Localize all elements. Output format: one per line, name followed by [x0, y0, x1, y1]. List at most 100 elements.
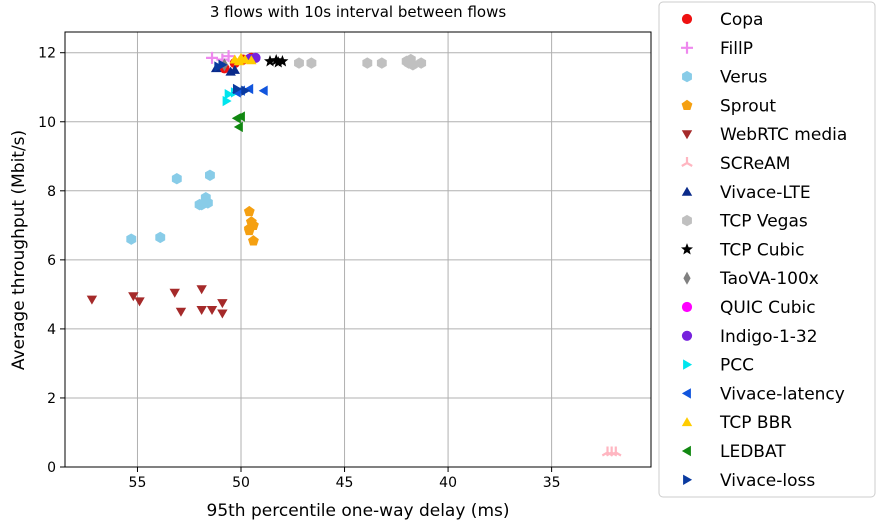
legend-box	[658, 1, 876, 498]
legend-label: TaoVA-100x	[719, 269, 819, 289]
data-point	[248, 235, 259, 246]
y-tick-label: 6	[47, 253, 56, 269]
legend-label: Vivace-latency	[720, 384, 845, 404]
data-point	[246, 55, 257, 65]
data-point	[222, 50, 235, 63]
y-tick-label: 10	[38, 115, 56, 131]
legend-marker	[681, 130, 693, 140]
data-point	[86, 295, 98, 305]
legend-marker	[681, 13, 693, 25]
data-point	[407, 59, 418, 71]
data-point	[218, 59, 228, 70]
series-webrtc-media	[86, 285, 228, 319]
legend-label: Vivace-loss	[720, 471, 815, 491]
legend-item-tcp-vegas: TCP Vegas	[682, 212, 808, 232]
data-point	[194, 198, 205, 211]
data-points	[86, 50, 622, 457]
data-point	[610, 446, 622, 457]
series-scream	[601, 446, 622, 457]
data-point	[224, 88, 234, 100]
data-point	[200, 192, 211, 204]
legend-label: Indigo-1-32	[720, 327, 818, 347]
data-point	[233, 56, 245, 66]
legend-marker	[683, 359, 693, 370]
y-tick-label: 8	[47, 184, 56, 200]
legend-label: Vivace-LTE	[720, 183, 811, 203]
data-point	[217, 299, 228, 309]
data-point	[232, 83, 242, 95]
data-point	[126, 233, 137, 245]
data-point	[175, 307, 187, 317]
series-vivace-loss	[214, 59, 251, 96]
grid	[65, 32, 651, 468]
plot-area	[64, 31, 652, 468]
legend-label: FillP	[720, 39, 753, 59]
legend-marker	[681, 186, 693, 196]
data-point	[217, 309, 228, 319]
data-point	[362, 57, 373, 69]
legend-item-indigo-1-32: Indigo-1-32	[681, 327, 818, 347]
legend-marker	[681, 330, 693, 341]
legend-item-taova-100x: TaoVA-100x	[683, 269, 819, 289]
legend-item-vivace-latency: Vivace-latency	[681, 384, 845, 404]
legend-item-quic-cubic: QUIC Cubic	[681, 298, 816, 318]
legend-label: QUIC Cubic	[720, 298, 816, 318]
legend-marker	[681, 243, 693, 255]
legend-marker	[682, 70, 692, 83]
x-tick-label: 40	[439, 475, 457, 491]
data-point	[205, 169, 215, 181]
data-point	[243, 224, 255, 236]
series-tcp-vegas	[294, 53, 427, 71]
x-tick-label: 35	[543, 475, 561, 491]
legend-label: Copa	[720, 10, 763, 30]
legend-item-webrtc-media: WebRTC media	[681, 125, 847, 145]
data-point	[244, 83, 254, 95]
data-point	[233, 121, 243, 133]
legend-marker	[681, 417, 693, 427]
chart-title: 3 flows with 10s interval between flows	[210, 3, 507, 21]
data-point	[270, 54, 283, 66]
legend-item-vivace-lte: Vivace-LTE	[681, 183, 811, 203]
data-point	[272, 56, 285, 68]
legend-item-tcp-cubic: TCP Cubic	[681, 240, 804, 260]
y-axis: 0 2 4 6 8 10 12	[38, 46, 65, 476]
legend-label: TCP Cubic	[719, 240, 804, 260]
data-point	[235, 111, 245, 122]
series-sprout	[243, 205, 259, 246]
legend-item-verus: Verus	[682, 68, 768, 88]
legend-label: LEDBAT	[720, 442, 786, 462]
data-point	[171, 173, 182, 185]
y-tick-label: 4	[47, 322, 56, 338]
data-point	[196, 306, 207, 316]
legend-marker	[681, 99, 693, 111]
legend-marker	[681, 157, 693, 167]
legend-label: PCC	[720, 356, 754, 376]
legend-item-tcp-bbr: TCP BBR	[681, 413, 792, 433]
x-axis-label: 95th percentile one-way delay (ms)	[207, 501, 510, 521]
legend-item-fillp: FillP	[681, 39, 753, 59]
series-tcp-cubic	[264, 54, 289, 68]
legend-marker	[681, 388, 691, 399]
legend-item-scream: SCReAM	[681, 154, 790, 174]
data-point	[239, 54, 251, 64]
y-tick-label: 0	[47, 460, 56, 476]
data-point	[206, 306, 218, 316]
series-ledbat	[231, 111, 245, 133]
legend-marker	[682, 214, 692, 227]
x-tick-label: 50	[232, 475, 250, 491]
series-tcp-bbr	[229, 52, 257, 66]
data-point	[306, 57, 317, 69]
data-point	[243, 205, 255, 217]
y-tick-label: 2	[47, 391, 56, 407]
legend-marker	[681, 301, 693, 313]
data-point	[376, 57, 387, 69]
data-point	[258, 85, 268, 96]
data-point	[134, 297, 145, 307]
legend-label: TCP BBR	[719, 413, 792, 433]
x-axis: 55 50 45 40 35	[129, 467, 561, 491]
series-fillp	[206, 50, 235, 66]
legend-label: Sprout	[720, 96, 776, 116]
series-verus	[126, 169, 215, 245]
legend-item-pcc: PCC	[683, 356, 754, 376]
